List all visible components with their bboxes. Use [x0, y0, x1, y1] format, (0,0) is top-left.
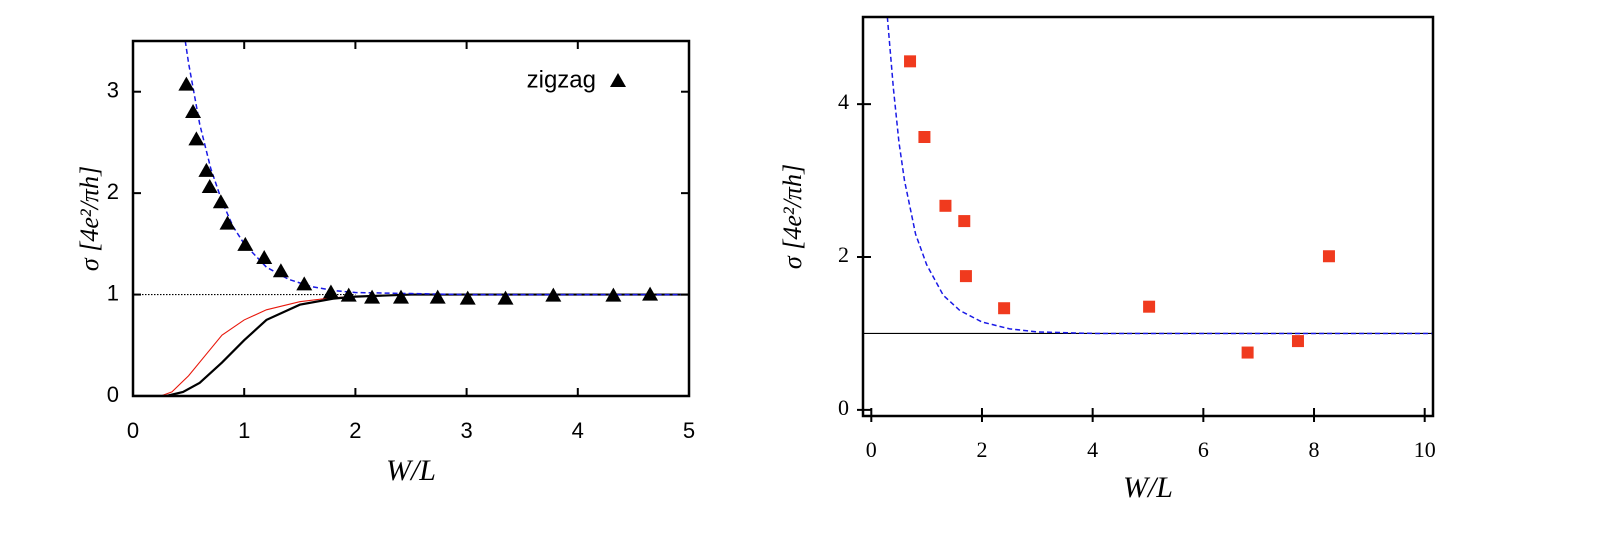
- y-axis-label: σ [4e²/πh]: [778, 164, 807, 269]
- marker: [185, 104, 202, 118]
- y-tick-label: 0: [838, 395, 849, 420]
- marker: [1241, 346, 1254, 359]
- marker: [959, 270, 972, 283]
- x-tick-label: 1: [238, 418, 250, 443]
- plot-area: [133, 41, 689, 396]
- marker: [364, 289, 381, 304]
- marker: [392, 289, 409, 304]
- marker: [642, 286, 659, 301]
- curve: [886, 17, 1433, 335]
- curve: [184, 41, 689, 296]
- x-tick-label: 4: [1087, 437, 1098, 462]
- x-tick-label: 10: [1414, 437, 1436, 462]
- x-tick-label: 5: [683, 418, 695, 443]
- x-tick-label: 2: [349, 418, 361, 443]
- x-tick-label: 0: [866, 437, 877, 462]
- marker: [256, 250, 273, 265]
- marker: [188, 131, 205, 146]
- y-tick-label: 0: [107, 382, 119, 407]
- marker: [296, 276, 313, 291]
- marker: [198, 162, 215, 177]
- y-tick-label: 1: [107, 280, 119, 305]
- x-tick-label: 0: [127, 418, 139, 443]
- legend-marker: [610, 73, 626, 87]
- marker: [178, 76, 195, 91]
- marker: [605, 287, 622, 302]
- plot-area: [863, 17, 1433, 335]
- y-tick-label: 2: [107, 179, 119, 204]
- marker: [219, 215, 236, 230]
- marker: [212, 194, 229, 209]
- x-tick-label: 3: [460, 418, 472, 443]
- y-tick-label: 3: [107, 78, 119, 103]
- marker: [497, 290, 514, 305]
- marker: [322, 284, 339, 299]
- marker: [201, 179, 218, 194]
- y-tick-label: 4: [838, 89, 849, 114]
- marker: [939, 199, 952, 212]
- marker: [998, 302, 1011, 315]
- marker: [904, 55, 917, 68]
- marker: [429, 289, 446, 304]
- x-tick-label: 6: [1198, 437, 1209, 462]
- marker: [918, 131, 931, 144]
- panel: 0 2 4 6 8 10 0 2 4 W/L σ [4e²/πh]: [778, 15, 1436, 504]
- marker: [272, 263, 289, 278]
- x-axis-label: W/L: [386, 454, 436, 487]
- y-axis-label: σ [4e²/πh]: [75, 166, 104, 271]
- x-tick-label: 4: [572, 418, 584, 443]
- axes-frame: [131, 39, 691, 398]
- curve: [133, 293, 689, 396]
- legend-label: zigzag: [527, 66, 596, 93]
- marker: [545, 287, 562, 302]
- marker: [459, 290, 476, 305]
- panel: 0 1 2 3 4 5 0 1 2 3 W/L σ [4e²/πh] zigzag: [75, 39, 695, 487]
- y-tick-label: 2: [838, 242, 849, 267]
- marker: [237, 236, 254, 251]
- marker: [340, 287, 357, 302]
- x-axis-label: W/L: [1123, 471, 1173, 504]
- marker: [1322, 250, 1335, 263]
- x-tick-label: 8: [1309, 437, 1320, 462]
- marker: [1291, 335, 1304, 348]
- axes-frame: [861, 15, 1435, 418]
- marker: [1143, 300, 1156, 313]
- marker: [958, 215, 971, 228]
- x-tick-label: 2: [976, 437, 987, 462]
